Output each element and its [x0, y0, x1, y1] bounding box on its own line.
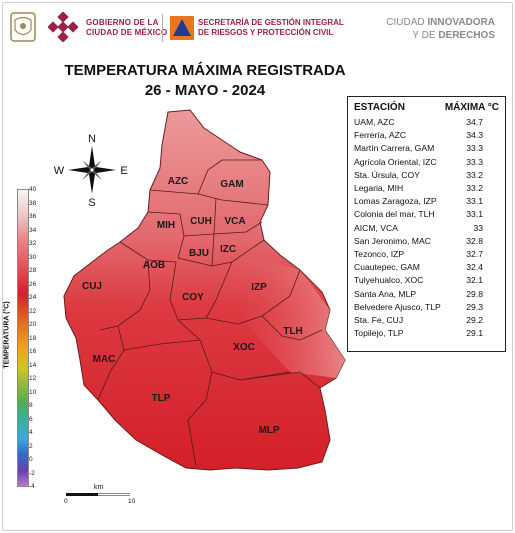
- colorbar-tick-label: 0: [29, 456, 33, 463]
- colorbar-tick-label: 2: [29, 442, 33, 450]
- compass-rose-icon: [68, 146, 116, 194]
- colorbar: [17, 189, 29, 487]
- table-row: Santa Ana, MLP 29.8: [354, 288, 483, 299]
- district-label-bju: BJU: [189, 248, 209, 259]
- table-row: Belvedere Ajusco, TLP 29.3: [354, 301, 483, 312]
- table-row: Martín Carrera, GAM 33.3: [354, 143, 483, 154]
- district-label-azc: AZC: [168, 176, 189, 187]
- table-row: AICM, VCA 33: [354, 222, 483, 233]
- compass-n: N: [88, 133, 96, 145]
- scale-end: 10: [128, 498, 136, 505]
- colorbar-tick-label: -4: [29, 483, 35, 490]
- table-header-station: ESTACIÓN: [354, 102, 405, 113]
- district-label-tlp: TLP: [152, 393, 171, 404]
- government-name: GOBIERNO DE LA CIUDAD DE MÉXICO: [86, 18, 168, 37]
- district-label-cuj: CUJ: [82, 281, 102, 292]
- table-row: UAM, AZC 34.7: [354, 117, 483, 127]
- table-header-max: MÁXIMA °C: [444, 102, 499, 113]
- table-row: Sta. Fe, CUJ 29.2: [354, 315, 483, 325]
- compass-w: W: [54, 165, 65, 177]
- scale-start: 0: [64, 498, 68, 505]
- table-row: Agrícola Oriental, IZC 33.3: [354, 156, 483, 167]
- station-table: ESTACIÓN MÁXIMA °C UAM, AZC 34.7 Ferrería…: [347, 96, 506, 352]
- table-row: San Jeronimo, MAC 32.8: [354, 235, 483, 246]
- colorbar-title: TEMPERATURA (°C): [3, 301, 11, 369]
- district-label-vca: VCA: [224, 216, 245, 227]
- map-title: TEMPERATURA MÁXIMA REGISTRADA: [64, 62, 346, 79]
- district-label-izp: IZP: [251, 282, 267, 293]
- scale-unit: km: [94, 484, 104, 491]
- mexico-shield-icon: [10, 12, 36, 42]
- city-boundary: [63, 109, 346, 471]
- colorbar-tick-label: 40: [29, 186, 37, 193]
- colorbar-tick-label: 30: [29, 253, 37, 261]
- table-row: Cuautepec, GAM 32.4: [354, 262, 483, 273]
- colorbar-tick-label: 16: [29, 348, 37, 355]
- colorbar-tick-label: 4: [29, 429, 33, 436]
- district-label-cuh: CUH: [190, 216, 212, 227]
- civil-protection-logo-icon: [170, 16, 194, 40]
- colorbar-tick-label: 18: [29, 334, 37, 342]
- colorbar-tick-label: 6: [29, 415, 33, 423]
- compass-s: S: [88, 197, 95, 209]
- colorbar-tick-label: 26: [29, 280, 37, 288]
- district-label-mlp: MLP: [258, 425, 279, 436]
- colorbar-tick-label: 28: [29, 267, 37, 274]
- colorbar-tick-label: 22: [29, 307, 37, 315]
- scale-bar: [66, 493, 130, 496]
- table-row: Tezonco, IZP 32.7: [354, 249, 483, 259]
- district-label-tlh: TLH: [283, 326, 302, 337]
- colorbar-ticks: 40 38 36 34 32 30 28 26 24 22 20 18 16 14 12 10 8 6 4 2 0 -2-…: [29, 186, 49, 491]
- cdmx-logo-icon: [48, 12, 78, 42]
- colorbar-tick-label: 12: [29, 375, 37, 382]
- compass-e: E: [120, 165, 127, 177]
- colorbar-tick-label: 34: [29, 226, 37, 234]
- colorbar-tick-label: -2: [29, 469, 35, 477]
- colorbar-tick-label: 32: [29, 240, 37, 247]
- map-date: 26 - MAYO - 2024: [144, 82, 266, 99]
- header-divider: [162, 14, 163, 42]
- colorbar-tick-label: 14: [29, 361, 37, 369]
- district-label-coy: COY: [182, 292, 204, 303]
- colorbar-tick-label: 20: [29, 321, 37, 328]
- district-label-mac: MAC: [93, 354, 116, 365]
- colorbar-tick-label: 8: [29, 402, 33, 409]
- colorbar-tick-label: 36: [29, 213, 37, 220]
- district-boundaries: [97, 159, 323, 467]
- colorbar-tick-label: 10: [29, 388, 37, 396]
- district-label-gam: GAM: [220, 179, 243, 190]
- table-row: Colonia del mar, TLH 33.1: [354, 209, 483, 220]
- table-row: Sta. Úrsula, COY 33.2: [354, 169, 483, 180]
- slogan: CIUDAD INNOVADORA Y DE DERECHOS: [386, 17, 495, 41]
- colorbar-tick-label: 24: [29, 294, 37, 301]
- table-row: Lomas Zaragoza, IZP 33.1: [354, 196, 483, 207]
- table-row: Ferrería, AZC 34.3: [354, 130, 483, 141]
- district-label-izc: IZC: [220, 244, 236, 255]
- district-label-xoc: XOC: [233, 342, 255, 353]
- table-row: Topilejo, TLP 29.1: [354, 328, 483, 339]
- table-row: Legaria, MIH 33.2: [354, 183, 483, 193]
- colorbar-tick-label: 38: [29, 199, 37, 207]
- secretariat-name: SECRETARÍA DE GESTIÓN INTEGRAL DE RIESGO…: [198, 18, 344, 37]
- header: GOBIERNO DE LA CIUDAD DE MÉXICO SECRETAR…: [0, 0, 515, 52]
- table-row: Tulyehualco, XOC 32.1: [354, 275, 483, 286]
- district-label-mih: MIH: [157, 220, 175, 231]
- district-label-aob: AOB: [143, 260, 165, 271]
